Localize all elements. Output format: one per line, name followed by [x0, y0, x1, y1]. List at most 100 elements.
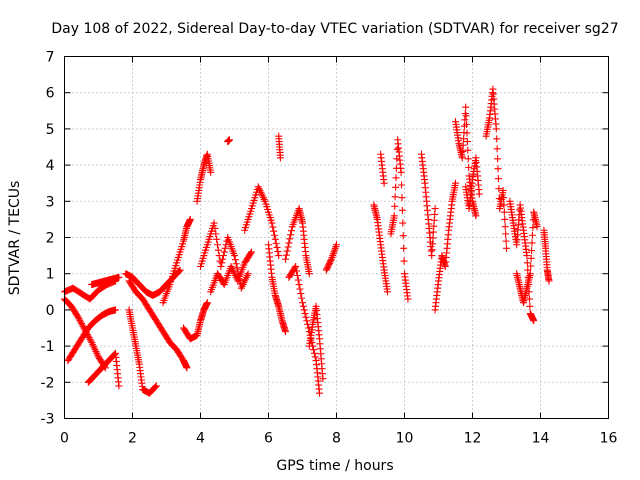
y-axis-label: SDTVAR / TECUs	[7, 181, 23, 296]
data-point	[210, 219, 218, 227]
data-point	[459, 148, 467, 156]
data-point	[217, 262, 225, 270]
data-point	[527, 262, 535, 270]
data-point	[219, 252, 227, 260]
data-point	[273, 243, 281, 251]
data-point	[300, 306, 308, 314]
series-arc22	[370, 201, 391, 296]
data-point	[316, 389, 323, 397]
data-point	[528, 247, 536, 255]
data-point	[502, 237, 510, 245]
series-arc4	[84, 349, 123, 390]
series-arc19	[285, 262, 323, 397]
data-point	[207, 168, 215, 176]
data-point	[276, 154, 284, 162]
data-point	[298, 294, 306, 302]
data-point	[492, 125, 500, 133]
data-point	[292, 262, 300, 270]
data-point	[495, 185, 503, 193]
data-point	[391, 193, 399, 201]
data-point	[494, 155, 502, 163]
data-point	[274, 248, 282, 256]
data-point	[494, 165, 502, 173]
data-point	[115, 382, 123, 390]
data-point	[247, 249, 255, 257]
data-point	[465, 163, 473, 171]
data-point	[545, 277, 553, 285]
data-point	[429, 240, 437, 248]
data-point	[500, 201, 508, 209]
y-tick-label: 0	[46, 303, 55, 319]
data-point	[73, 312, 81, 320]
data-point	[287, 231, 295, 239]
y-tick-label: 2	[46, 231, 55, 247]
data-point	[214, 246, 222, 254]
data-point	[295, 281, 303, 289]
data-point	[282, 255, 289, 263]
series-arc23	[377, 150, 388, 187]
data-point	[111, 350, 119, 358]
data-point	[214, 241, 221, 249]
data-point	[460, 135, 468, 143]
data-point	[213, 235, 221, 243]
data-point	[494, 175, 502, 183]
data-point	[225, 136, 233, 144]
data-point	[530, 317, 538, 325]
data-point	[319, 375, 327, 383]
data-point	[523, 259, 531, 267]
series-arc26	[431, 179, 459, 314]
data-point	[299, 299, 306, 307]
series-arc21	[322, 241, 340, 274]
data-point	[270, 227, 278, 235]
data-point	[528, 239, 536, 247]
y-tick-label: -2	[41, 375, 55, 391]
grid	[64, 56, 609, 419]
data-point	[499, 186, 507, 194]
data-point	[283, 247, 291, 255]
data-point	[282, 328, 289, 336]
data-point	[219, 255, 227, 263]
data-point	[430, 216, 438, 224]
x-axis-label: GPS time / hours	[276, 458, 393, 474]
data-point	[76, 316, 84, 324]
data-point	[293, 267, 301, 275]
data-point	[115, 273, 123, 281]
data-point	[112, 306, 119, 314]
series-arc30	[506, 197, 538, 325]
data-point	[284, 243, 292, 251]
data-point	[475, 190, 483, 198]
data-point	[428, 246, 436, 254]
data-point	[78, 319, 85, 327]
series-arc5	[88, 273, 123, 289]
series-arc14	[224, 136, 233, 146]
series-arc13	[207, 248, 255, 296]
data-point	[74, 313, 82, 321]
data-point	[220, 248, 228, 256]
data-point	[527, 254, 535, 262]
y-tick-label: 1	[46, 267, 55, 283]
y-tick-label: 3	[46, 194, 55, 210]
series-arc18	[282, 205, 313, 278]
data-point	[244, 270, 252, 278]
x-tick-label: 0	[60, 431, 69, 447]
series-arc32	[540, 226, 553, 285]
data-point	[151, 383, 159, 391]
series-arc3	[64, 306, 119, 365]
data-point	[463, 120, 471, 128]
data-point	[282, 251, 290, 259]
data-point	[186, 215, 194, 223]
data-point	[501, 223, 509, 231]
data-point	[428, 252, 436, 260]
series-arc28	[462, 154, 483, 213]
data-point	[493, 135, 501, 143]
data-point	[533, 223, 541, 231]
plot-frame	[64, 56, 609, 419]
x-tick-label: 10	[396, 431, 414, 447]
data-point	[152, 382, 160, 390]
x-tick-label: 16	[600, 431, 618, 447]
series-arc17	[275, 132, 284, 162]
data-point	[429, 234, 437, 242]
y-tick-labels: -3 -2 -1 0 1 2 3 4 5 6 7	[41, 50, 55, 428]
data-point	[302, 313, 310, 321]
series-arc15	[241, 183, 283, 260]
